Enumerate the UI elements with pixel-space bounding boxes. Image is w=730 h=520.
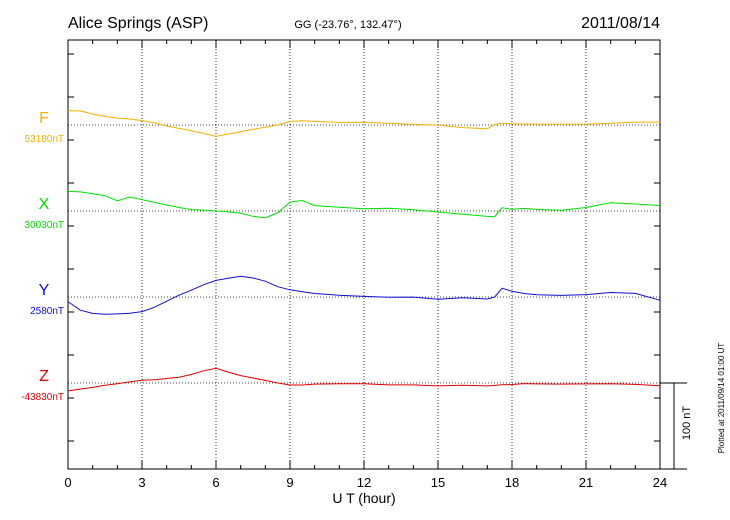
plotted-at-note: Plotted at 2011/09/14 01:00 UT (717, 343, 726, 454)
axis-ticks: 0 3 6 9 12 15 18 21 24 (64, 40, 667, 490)
x-tick-label: 18 (505, 475, 519, 490)
series-name-f: F (39, 110, 49, 127)
series-name-y: Y (39, 282, 50, 299)
x-tick-label: 24 (653, 475, 667, 490)
series-baseline-f: 53180nT (25, 134, 64, 145)
series-labels: F 53180nT X 30030nT Y 2580nT Z -43830nT (21, 110, 64, 403)
series-name-x: X (39, 196, 50, 213)
station-title: Alice Springs (ASP) (68, 15, 209, 32)
station-coordinates: GG (-23.76°, 132.47°) (294, 19, 401, 31)
x-tick-label: 3 (138, 475, 145, 490)
x-axis-label: U T (hour) (332, 490, 395, 506)
x-tick-label: 9 (286, 475, 293, 490)
x-tick-label: 15 (431, 475, 445, 490)
series-lines (67, 110, 661, 392)
x-tick-label: 0 (64, 475, 71, 490)
series-line-x (67, 190, 661, 219)
series-line-f (67, 110, 660, 137)
scale-bar-label: 100 nT (681, 406, 693, 441)
scale-bar: 100 nT (660, 382, 693, 470)
x-tick-label: 6 (212, 475, 219, 490)
series-line-z (67, 367, 661, 392)
x-tick-label: 21 (579, 475, 593, 490)
series-baseline-y: 2580nT (30, 306, 64, 317)
x-tick-label: 12 (357, 475, 371, 490)
series-baseline-z: -43830nT (21, 392, 64, 403)
series-line-y (67, 275, 661, 315)
plot-area-frame (67, 39, 661, 470)
plot-date: 2011/08/14 (581, 15, 660, 32)
series-name-z: Z (39, 368, 49, 385)
grid (68, 40, 660, 469)
series-baseline-x: 30030nT (25, 220, 64, 231)
